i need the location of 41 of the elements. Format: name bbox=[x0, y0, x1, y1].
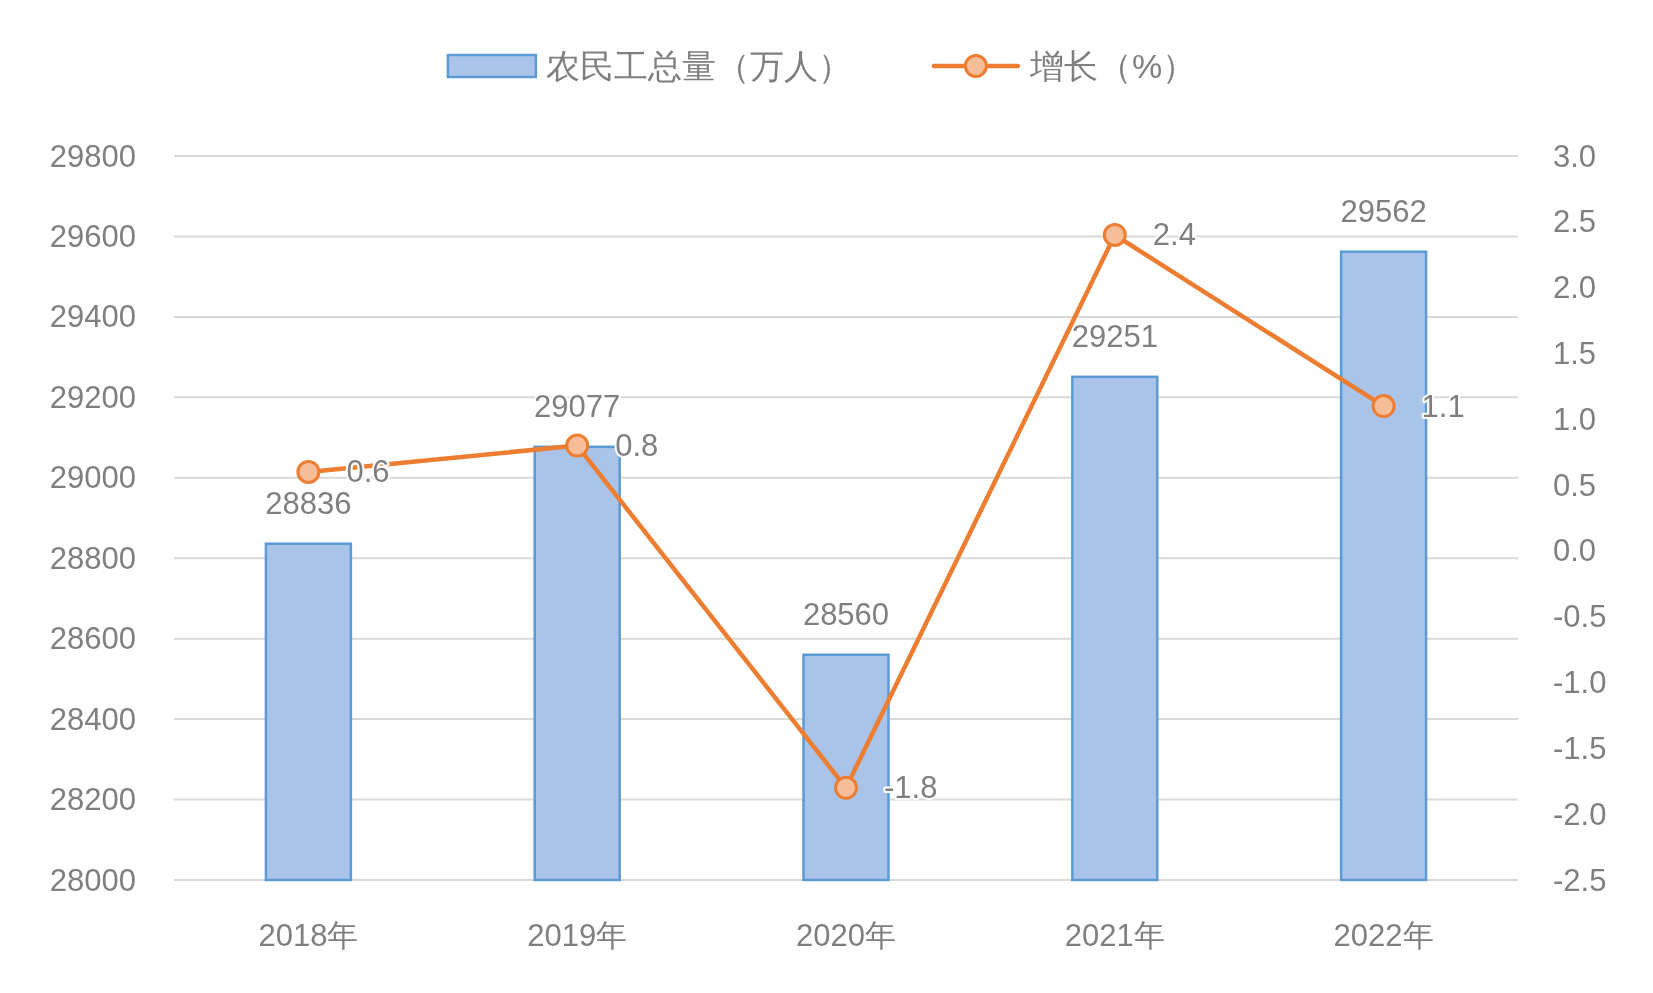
y-tick-label: 28800 bbox=[49, 540, 136, 576]
y-tick-label: 29000 bbox=[49, 460, 136, 496]
data-label: 28560 bbox=[802, 596, 890, 632]
point bbox=[834, 775, 858, 800]
x-tick-label: 2020年 bbox=[796, 917, 896, 953]
point bbox=[296, 459, 321, 484]
y2-tick-label: 1.5 bbox=[1553, 335, 1597, 371]
y-tick-label: 28200 bbox=[49, 782, 136, 818]
y2-tick-label: -2.5 bbox=[1553, 862, 1607, 898]
x-tick-label: 2019年 bbox=[527, 917, 628, 953]
y2-tick-label: 0.5 bbox=[1553, 467, 1597, 503]
y-tick-label: 29600 bbox=[49, 218, 136, 254]
y-tick-label: 28400 bbox=[49, 701, 136, 737]
data-label: 29077 bbox=[534, 388, 621, 424]
y-tick-label: 29800 bbox=[49, 138, 136, 174]
point bbox=[565, 433, 590, 458]
y2-tick-label: 3.0 bbox=[1553, 138, 1597, 174]
data-label: 29251 bbox=[1071, 318, 1158, 354]
y2-tick-label: 2.5 bbox=[1553, 204, 1597, 240]
y2-tick-label: -1.0 bbox=[1553, 665, 1607, 701]
y-tick-label: 28600 bbox=[49, 621, 136, 657]
y-tick-label: 28000 bbox=[49, 862, 136, 898]
data-label: 2.4 bbox=[1152, 217, 1196, 253]
y2-tick-label: 0.0 bbox=[1553, 533, 1597, 569]
data-label: 28836 bbox=[265, 485, 352, 521]
y-tick-label: 29400 bbox=[49, 299, 136, 335]
point bbox=[1102, 222, 1127, 247]
x-tick-label: 2021年 bbox=[1064, 917, 1165, 953]
y2-tick-label: 1.0 bbox=[1553, 401, 1597, 437]
data-label: 29562 bbox=[1340, 193, 1427, 229]
x-tick-label: 2022年 bbox=[1333, 917, 1434, 953]
y2-tick-label: -0.5 bbox=[1553, 599, 1607, 635]
y2-tick-label: -2.0 bbox=[1553, 796, 1607, 832]
y2-tick-label: 2.0 bbox=[1553, 270, 1597, 306]
point bbox=[1371, 394, 1396, 419]
legend-label: 增长（%） bbox=[1028, 47, 1197, 85]
data-label: 0.8 bbox=[615, 428, 659, 464]
x-tick-label: 2018年 bbox=[258, 917, 359, 953]
y2-tick-label: -1.5 bbox=[1553, 730, 1607, 766]
y-tick-label: 29200 bbox=[49, 379, 136, 415]
legend-label: 农民工总量（万人） bbox=[545, 47, 852, 85]
